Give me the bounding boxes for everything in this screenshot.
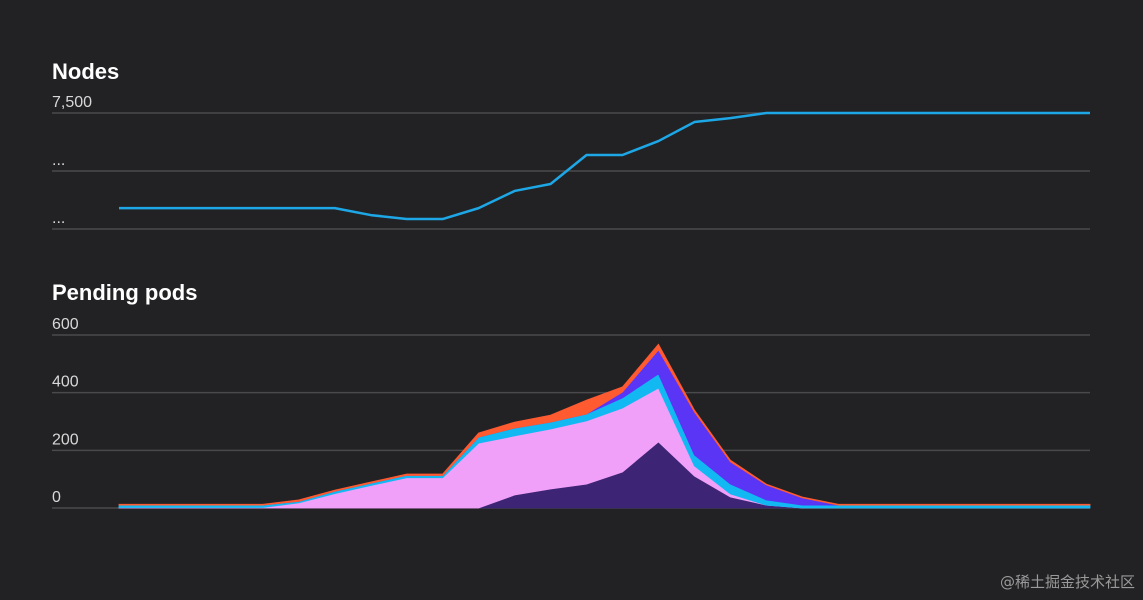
pending-pods-area-4: [118, 343, 1091, 506]
chart-title: Pending pods: [52, 280, 197, 305]
y-tick-label: 0: [52, 489, 61, 506]
y-tick-label: 7,500: [52, 94, 92, 111]
chart-title: Nodes: [52, 59, 119, 84]
y-tick-label: 600: [52, 316, 79, 333]
nodes-series-line: [119, 111, 1090, 221]
y-tick-label: 200: [52, 431, 79, 448]
watermark: @稀土掘金技术社区: [999, 573, 1135, 591]
y-tick-label: 400: [52, 374, 79, 391]
y-tick-label: ...: [52, 210, 65, 227]
y-tick-label: ...: [52, 152, 65, 169]
